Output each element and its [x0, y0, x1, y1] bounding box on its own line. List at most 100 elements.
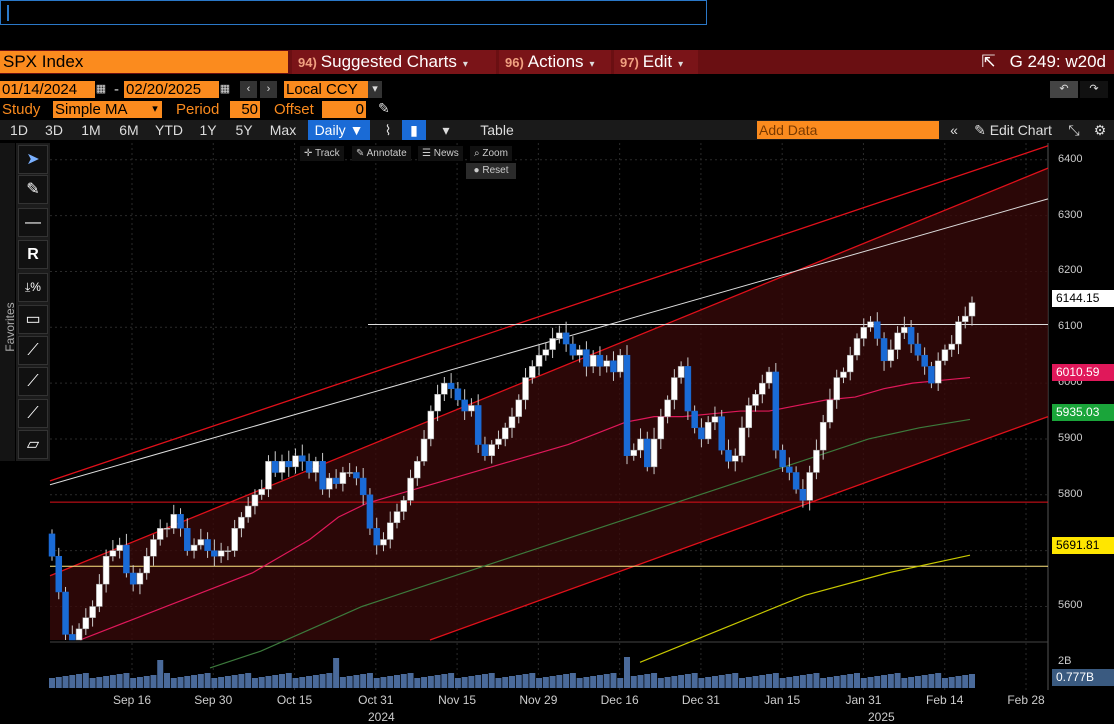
- track-button[interactable]: ✛ Track: [300, 146, 344, 161]
- frequency-select[interactable]: Daily ▼: [308, 120, 370, 140]
- prev-period-button[interactable]: ‹: [240, 81, 257, 98]
- trendline-icon[interactable]: ⟋: [18, 336, 48, 365]
- calendar-icon[interactable]: ▦: [219, 81, 231, 98]
- period-5y[interactable]: 5Y: [235, 122, 253, 138]
- gear-icon[interactable]: ⚙: [1093, 122, 1107, 138]
- sma-200-tag: 5691.81: [1052, 537, 1114, 554]
- offset-field[interactable]: 0: [322, 101, 366, 118]
- period-field[interactable]: 50: [230, 101, 260, 118]
- volume-bar: [887, 674, 894, 688]
- volume-bar: [76, 674, 83, 688]
- sma-50-line: [79, 376, 971, 641]
- ticker-field[interactable]: SPX Index: [0, 51, 288, 73]
- candle-body: [589, 354, 597, 367]
- chart-id-label[interactable]: ⇱ G 249: w20d: [981, 50, 1106, 74]
- candle-body: [481, 444, 489, 456]
- retracement-icon[interactable]: R: [18, 240, 48, 269]
- reset-button[interactable]: ● Reset: [466, 163, 516, 179]
- study-select[interactable]: Simple MA: [53, 101, 148, 118]
- caret-down-icon: ▾: [462, 59, 468, 70]
- next-period-button[interactable]: ›: [260, 81, 277, 98]
- pen-icon[interactable]: ✎: [18, 175, 48, 204]
- candle-body: [961, 315, 969, 322]
- volume-bar: [475, 675, 482, 688]
- period-3d[interactable]: 3D: [45, 122, 63, 138]
- x-tick-label: Nov 15: [438, 693, 477, 707]
- period-1m[interactable]: 1M: [81, 122, 101, 138]
- candle-body: [407, 477, 414, 501]
- candle-body: [359, 477, 367, 496]
- edit-chart-button[interactable]: ✎ Edit Chart: [968, 120, 1058, 140]
- annotate-button[interactable]: ✎ Annotate: [352, 146, 411, 161]
- candle-body: [217, 550, 225, 557]
- redo-icon[interactable]: ↷: [1080, 81, 1108, 98]
- volume-bar: [901, 678, 908, 688]
- volume-bar: [136, 677, 143, 688]
- volume-bar: [739, 678, 745, 688]
- actions-menu[interactable]: 96) Actions ▾: [499, 50, 611, 74]
- candle-body: [258, 488, 265, 496]
- volume-bar: [806, 674, 813, 688]
- end-date-field[interactable]: 02/20/2025: [124, 81, 219, 98]
- table-button[interactable]: Table: [480, 122, 514, 138]
- candle-body: [914, 343, 922, 356]
- volume-bar: [414, 678, 421, 688]
- news-button[interactable]: ☰ News: [418, 146, 463, 161]
- candle-body: [211, 550, 218, 557]
- collapse-icon[interactable]: «: [950, 122, 958, 138]
- track-label: Track: [314, 148, 340, 159]
- volume-bar: [657, 678, 664, 688]
- add-data-input[interactable]: Add Data: [757, 121, 939, 139]
- volume-max-label: 2B: [1058, 655, 1072, 667]
- rectangle-icon[interactable]: ▭: [18, 305, 48, 334]
- pencil-icon[interactable]: ✎: [378, 100, 390, 116]
- favorites-tab[interactable]: [0, 143, 15, 461]
- chevron-down-icon[interactable]: ▾: [148, 101, 162, 118]
- y-tick-label: 5900: [1058, 431, 1083, 444]
- period-ytd[interactable]: YTD: [155, 122, 183, 138]
- period-1y[interactable]: 1Y: [199, 122, 217, 138]
- candle-body: [434, 394, 441, 412]
- candle-body: [515, 399, 523, 417]
- ray-icon[interactable]: ⟋: [18, 399, 48, 428]
- volume-bar: [319, 674, 326, 688]
- zoom-button[interactable]: ⌕ Zoom: [470, 146, 512, 161]
- multi-point-line-icon[interactable]: ⟋: [18, 367, 48, 396]
- volume-bar: [69, 675, 76, 688]
- command-line[interactable]: [0, 0, 707, 25]
- sma-100-tag: 5935.03: [1052, 404, 1114, 421]
- chevron-down-icon[interactable]: ▾: [442, 122, 450, 138]
- volume-bar: [89, 678, 96, 688]
- start-date-field[interactable]: 01/14/2024: [0, 81, 95, 98]
- currency-select[interactable]: Local CCY: [284, 81, 368, 98]
- candle-body: [326, 477, 333, 490]
- chart-settings-icon[interactable]: ⤡: [1068, 122, 1080, 138]
- volume-bar: [894, 673, 901, 688]
- volume-bar: [292, 678, 299, 688]
- candle-body: [765, 371, 773, 384]
- volume-bar: [103, 676, 110, 688]
- export-icon[interactable]: ⇱: [981, 52, 996, 71]
- volume-bar: [366, 673, 373, 688]
- volume-bar: [772, 673, 779, 688]
- channel-icon[interactable]: ▱: [18, 430, 48, 459]
- volume-bar: [407, 673, 414, 688]
- calendar-icon[interactable]: ▦: [95, 81, 107, 98]
- horizontal-line-icon[interactable]: —: [18, 208, 48, 237]
- period-6m[interactable]: 6M: [119, 122, 139, 138]
- candle-body: [319, 461, 326, 490]
- edit-menu[interactable]: 97) Edit ▾: [614, 50, 698, 74]
- candle-body: [447, 382, 455, 389]
- candlestick-icon[interactable]: ▮: [402, 120, 426, 140]
- pointer-icon[interactable]: ➤: [18, 145, 48, 174]
- chevron-down-icon[interactable]: ▾: [368, 81, 382, 98]
- undo-icon[interactable]: ↶: [1050, 81, 1078, 98]
- volume-bar: [123, 673, 130, 688]
- line-chart-icon[interactable]: ⌇: [384, 122, 392, 138]
- period-1d[interactable]: 1D: [10, 122, 28, 138]
- suggested-charts-menu[interactable]: 94) Suggested Charts ▾: [292, 50, 496, 74]
- candle-body: [75, 628, 83, 641]
- percent-icon[interactable]: ⤓%: [18, 273, 48, 302]
- period-max[interactable]: Max: [269, 122, 297, 138]
